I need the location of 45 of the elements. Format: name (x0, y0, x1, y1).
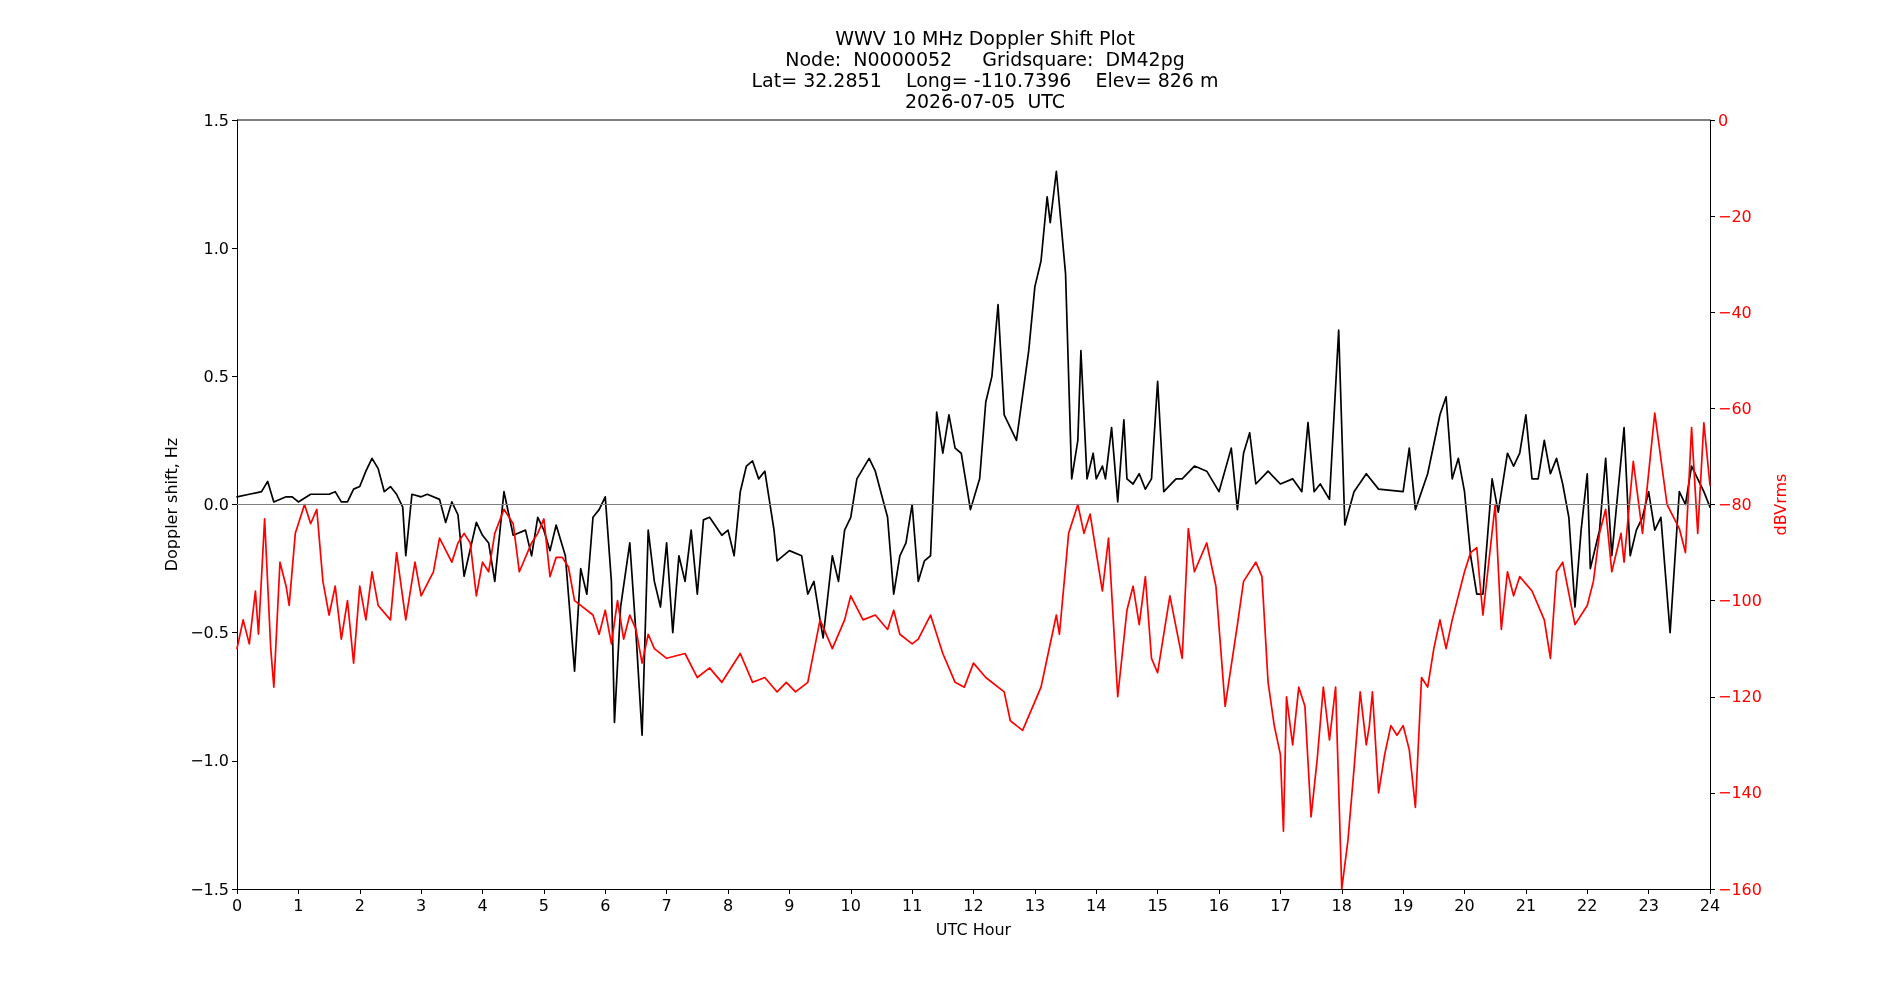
y2-tick-label: −160 (1718, 879, 1762, 899)
y-tick-label: 1.0 (203, 238, 229, 258)
x-tick-label: 1 (293, 895, 304, 915)
y2-tick-label: −60 (1718, 398, 1752, 418)
x-tick-label: 10 (840, 895, 861, 915)
y-tick-label: 1.5 (203, 110, 229, 130)
x-tick-label: 9 (784, 895, 795, 915)
x-tick-label: 19 (1392, 895, 1414, 915)
y2-tick-label: −40 (1718, 302, 1752, 322)
x-tick-label: 14 (1086, 895, 1107, 915)
x-tick-label: 0 (231, 895, 243, 915)
x-tick-label: 23 (1638, 895, 1659, 915)
x-tick-label: 11 (901, 895, 923, 915)
y-tick-label: 0.5 (203, 366, 229, 386)
y2-tick-label: −140 (1718, 783, 1762, 803)
x-tick-label: 4 (477, 895, 488, 915)
x-tick-label: 16 (1208, 895, 1230, 915)
x-tick-label: 24 (1699, 895, 1721, 915)
x-tick-label: 7 (661, 895, 672, 915)
y2-tick-label: −20 (1718, 206, 1752, 226)
y-tick-label: 0.0 (203, 495, 229, 514)
x-tick-label: 3 (416, 895, 427, 915)
y2-axis-title: dBVrms (1771, 473, 1791, 536)
x-tick-label: 6 (600, 895, 611, 915)
y2-tick-label: −80 (1718, 495, 1752, 514)
y2-tick-label: 0 (1718, 110, 1729, 130)
x-tick-label: 20 (1454, 895, 1475, 915)
x-tick-label: 13 (1024, 895, 1046, 915)
y2-tick-label: −100 (1718, 591, 1762, 611)
x-tick-label: 5 (538, 895, 549, 915)
y-tick-label: −0.5 (190, 623, 229, 643)
x-tick-label: 17 (1270, 895, 1291, 915)
x-tick-label: 15 (1147, 895, 1168, 915)
x-tick-label: 8 (722, 895, 734, 915)
x-tick-label: 22 (1577, 895, 1598, 915)
y-tick-label: −1.0 (190, 751, 229, 771)
x-tick-label: 18 (1331, 895, 1352, 915)
y-tick-label: −1.5 (190, 879, 229, 899)
chart-title: WWV 10 MHz Doppler Shift Plot Node: N0000052 Gridsquare: DM42pg Lat= 32.2851 Long= -110.7396 Elev= 826 m 2026-07-05 UTC (751, 26, 1219, 112)
x-tick-label: 21 (1515, 895, 1537, 915)
y-axis-title: Doppler shift, Hz (161, 437, 181, 572)
y2-tick-label: −120 (1718, 687, 1762, 707)
x-axis-title: UTC Hour (935, 919, 1012, 939)
x-tick-label: 12 (963, 895, 984, 915)
x-tick-label: 2 (354, 895, 365, 915)
